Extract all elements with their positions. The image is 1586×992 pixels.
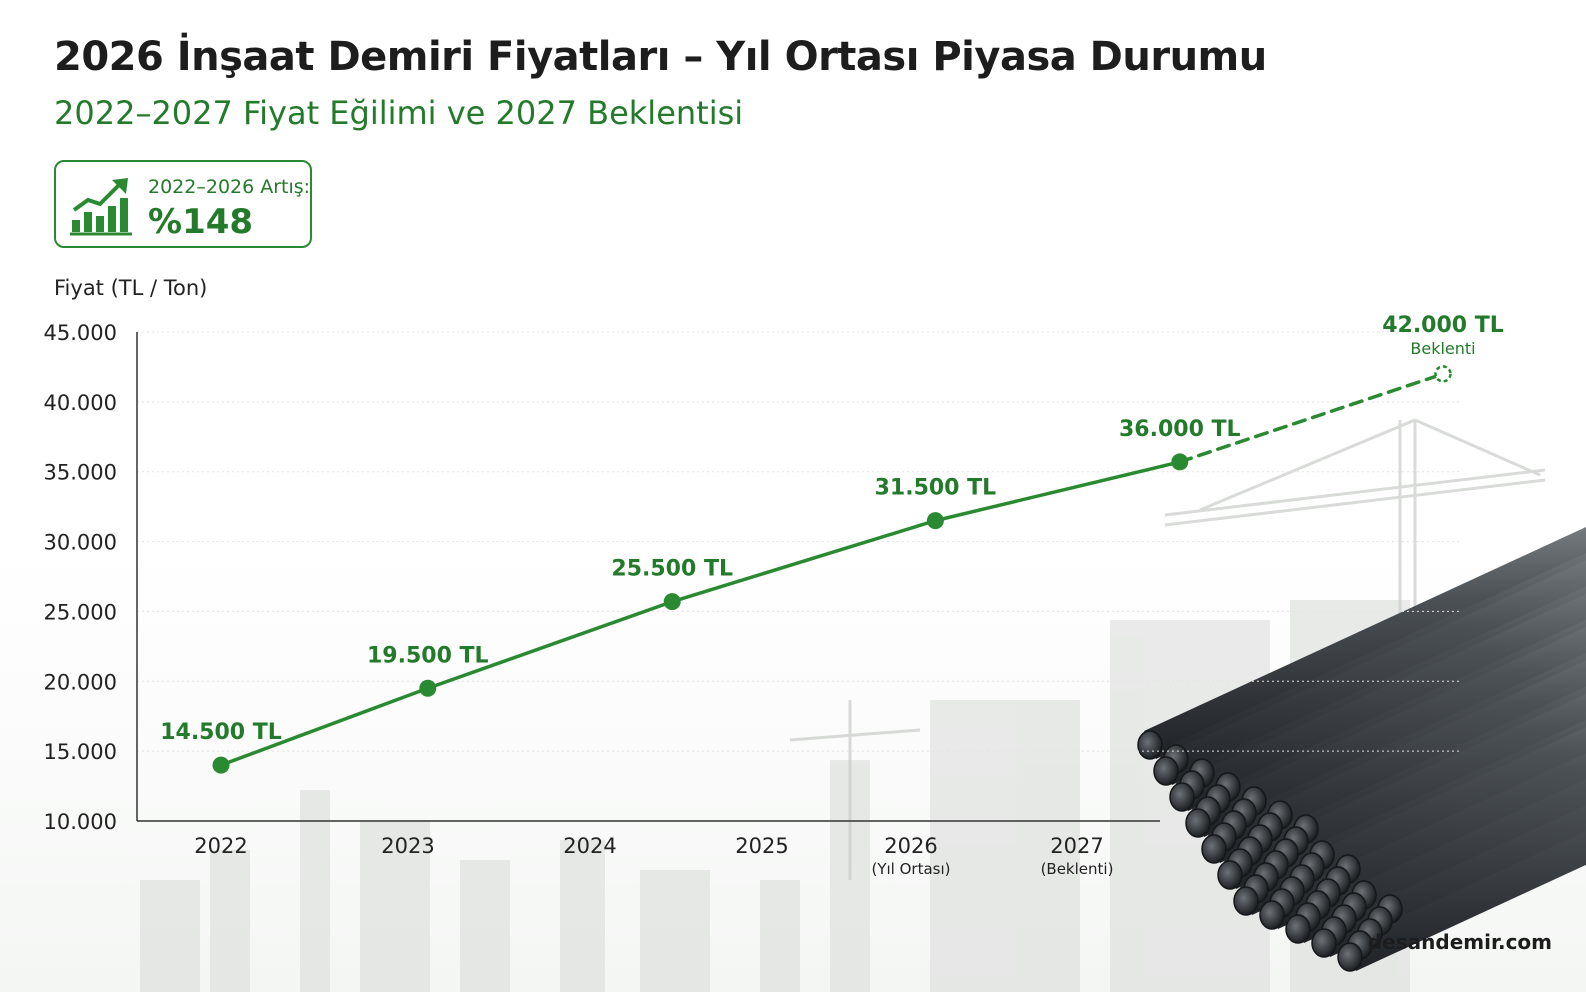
y-tick-label: 15.000 <box>44 740 117 764</box>
page-title: 2026 İnşaat Demiri Fiyatları – Yıl Ortas… <box>54 34 1267 80</box>
website-label: desandemir.com <box>1367 930 1552 954</box>
kpi-value: %148 <box>148 202 254 242</box>
forecast-point <box>1434 365 1452 383</box>
rebar-end <box>1233 886 1259 916</box>
data-label: 31.500 TL <box>875 476 997 501</box>
data-sublabel: Beklenti <box>1410 339 1475 358</box>
data-label: 14.500 TL <box>160 720 282 745</box>
rebar-bar <box>1144 527 1586 759</box>
data-label: 19.500 TL <box>367 643 489 668</box>
x-tick-label: 2026 <box>884 834 937 858</box>
data-label: 25.500 TL <box>611 557 733 582</box>
x-tick-sublabel: (Beklenti) <box>1041 860 1114 878</box>
y-tick-label: 45.000 <box>44 321 117 345</box>
forecast-line <box>1178 372 1445 464</box>
y-tick-label: 35.000 <box>44 461 117 485</box>
y-tick-label: 25.000 <box>44 600 117 624</box>
rebar-end <box>1217 860 1243 890</box>
y-axis-title: Fiyat (TL / Ton) <box>54 276 208 300</box>
rebar-end <box>1201 834 1227 864</box>
page-subtitle: 2022–2027 Fiyat Eğilimi ve 2027 Beklenti… <box>54 94 744 132</box>
x-tick-label: 2024 <box>563 834 616 858</box>
kpi-label: 2022–2026 Artış: <box>148 176 311 198</box>
rebar-end <box>1285 914 1311 944</box>
rebar-end <box>1137 730 1163 760</box>
rebar-bar <box>1344 831 1586 971</box>
x-tick-label: 2023 <box>381 834 434 858</box>
data-point <box>212 756 230 774</box>
y-tick-label: 20.000 <box>44 670 117 694</box>
x-tick-label: 2022 <box>194 834 247 858</box>
data-point <box>926 512 944 530</box>
y-tick-label: 40.000 <box>44 391 117 415</box>
data-label: 42.000 TL <box>1382 313 1504 338</box>
x-tick-label: 2027 <box>1050 834 1103 858</box>
rebar-end <box>1337 942 1363 972</box>
price-line <box>219 460 1182 767</box>
rebar-end <box>1185 808 1211 838</box>
y-tick-label: 10.000 <box>44 810 117 834</box>
x-tick-label: 2025 <box>735 834 788 858</box>
rebar-end <box>1169 782 1195 812</box>
kpi-card: 2022–2026 Artış: %148 <box>54 160 312 248</box>
growth-bar-chart-icon <box>70 178 132 236</box>
data-point <box>419 679 437 697</box>
data-point <box>663 593 681 611</box>
rebar-end <box>1259 900 1285 930</box>
rebar-end <box>1311 928 1337 958</box>
x-tick-sublabel: (Yıl Ortası) <box>872 860 951 878</box>
data-label: 36.000 TL <box>1119 417 1241 442</box>
rebar-end <box>1153 756 1179 786</box>
y-tick-label: 30.000 <box>44 531 117 555</box>
